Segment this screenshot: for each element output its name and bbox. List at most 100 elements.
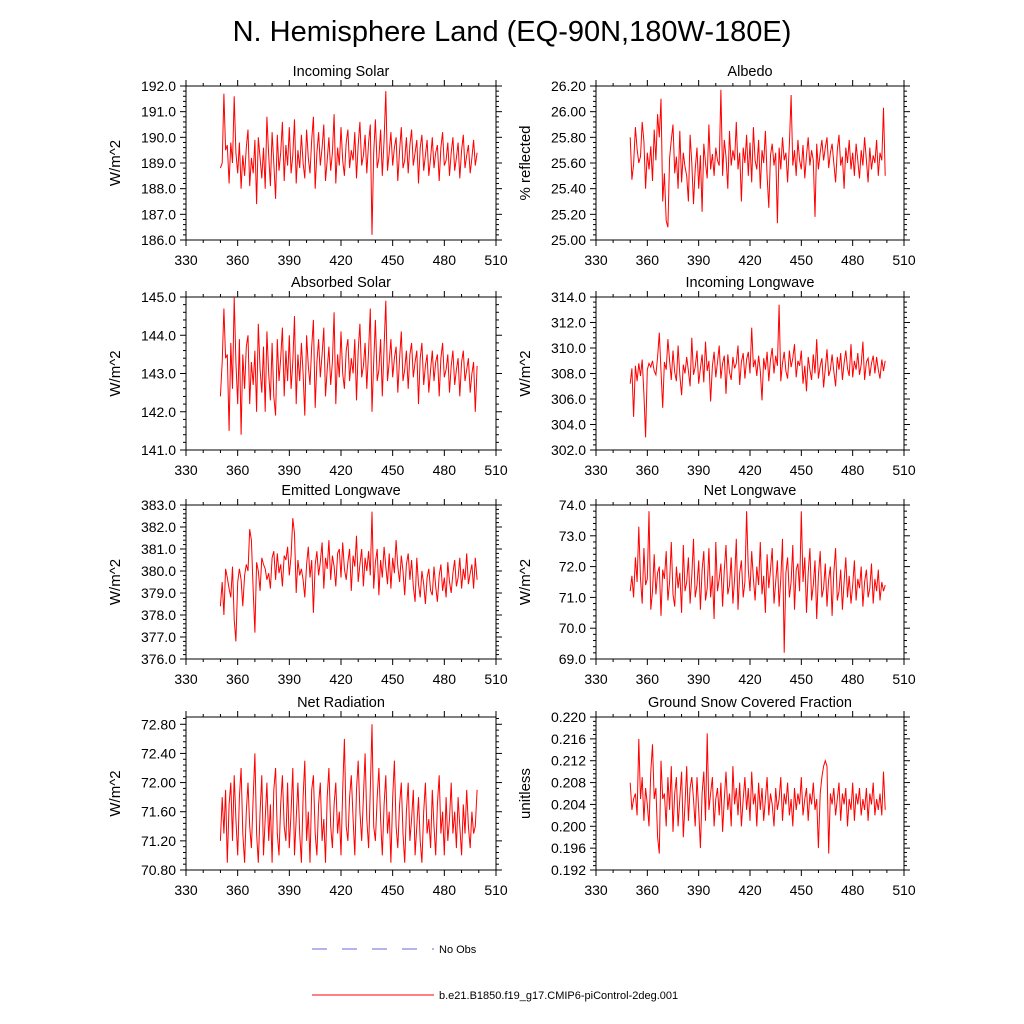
y-tick-label: 72.00 bbox=[141, 775, 176, 791]
y-tick-label: 0.208 bbox=[551, 775, 586, 791]
y-tick-label: 187.0 bbox=[141, 206, 176, 222]
x-tick-label: 360 bbox=[226, 252, 250, 268]
x-tick-label: 450 bbox=[381, 252, 405, 268]
y-tick-label: 141.0 bbox=[141, 442, 176, 458]
panel-title: Net Longwave bbox=[704, 483, 797, 499]
y-tick-label: 26.00 bbox=[551, 104, 586, 120]
y-tick-label: 192.0 bbox=[141, 78, 176, 94]
y-axis-label: W/m^2 bbox=[107, 770, 124, 816]
panel-title: Absorbed Solar bbox=[291, 275, 391, 291]
x-tick-label: 450 bbox=[381, 882, 405, 898]
x-tick-label: 480 bbox=[841, 462, 865, 478]
panel-albedo: Albedo % reflected 330 360 390 420 450 480 510 25… bbox=[517, 64, 916, 268]
y-tick-label: 70.0 bbox=[559, 620, 586, 636]
y-tick-label: 381.0 bbox=[141, 541, 176, 557]
x-tick-label: 360 bbox=[636, 882, 660, 898]
x-tick-label: 510 bbox=[484, 252, 508, 268]
y-tick-label: 0.204 bbox=[551, 796, 586, 812]
x-tick-label: 360 bbox=[636, 252, 660, 268]
y-tick-label: 0.192 bbox=[551, 862, 586, 878]
x-tick-label: 390 bbox=[687, 671, 711, 687]
series-line bbox=[219, 91, 478, 235]
x-tick-label: 420 bbox=[329, 252, 353, 268]
y-tick-label: 145.0 bbox=[141, 289, 176, 305]
y-tick-label: 190.0 bbox=[141, 129, 176, 145]
x-tick-label: 330 bbox=[584, 882, 608, 898]
panel-grid: Incoming Solar W/m^2 330 360 390 420 450 480 510… bbox=[107, 64, 916, 898]
x-tick-label: 330 bbox=[584, 252, 608, 268]
y-tick-label: 310.0 bbox=[551, 340, 586, 356]
x-tick-label: 480 bbox=[433, 462, 457, 478]
x-tick-label: 330 bbox=[174, 882, 198, 898]
series-line bbox=[219, 511, 478, 642]
x-tick-label: 480 bbox=[841, 882, 865, 898]
y-tick-label: 69.0 bbox=[559, 651, 586, 667]
x-tick-label: 450 bbox=[381, 462, 405, 478]
panel-title: Incoming Solar bbox=[293, 64, 390, 80]
x-tick-label: 420 bbox=[738, 462, 762, 478]
panel-incoming-solar: Incoming Solar W/m^2 330 360 390 420 450 480 510… bbox=[107, 64, 508, 268]
x-tick-label: 390 bbox=[278, 462, 302, 478]
x-tick-label: 510 bbox=[892, 671, 916, 687]
x-tick-label: 420 bbox=[738, 671, 762, 687]
x-tick-label: 330 bbox=[174, 252, 198, 268]
y-tick-label: 72.0 bbox=[559, 559, 586, 575]
y-tick-label: 72.80 bbox=[141, 716, 176, 732]
x-tick-label: 360 bbox=[226, 671, 250, 687]
series-line bbox=[629, 89, 886, 228]
main-title: N. Hemisphere Land (EQ-90N,180W-180E) bbox=[233, 16, 792, 48]
y-tick-label: 377.0 bbox=[141, 629, 176, 645]
y-tick-label: 306.0 bbox=[551, 391, 586, 407]
y-axis-label: W/m^2 bbox=[107, 350, 124, 396]
y-axis-label: W/m^2 bbox=[107, 140, 124, 186]
x-tick-label: 360 bbox=[226, 462, 250, 478]
panel-absorbed-solar: Absorbed Solar W/m^2 330 360 390 420 450 480 510… bbox=[107, 275, 508, 478]
y-tick-label: 25.60 bbox=[551, 155, 586, 171]
series-line bbox=[629, 511, 886, 653]
panel-emitted-longwave: Emitted Longwave W/m^2 330 360 390 420 450 480 5… bbox=[107, 483, 508, 687]
y-tick-label: 25.20 bbox=[551, 206, 586, 222]
y-tick-label: 25.40 bbox=[551, 181, 586, 197]
y-tick-label: 73.0 bbox=[559, 528, 586, 544]
x-tick-label: 510 bbox=[892, 252, 916, 268]
y-tick-label: 26.20 bbox=[551, 78, 586, 94]
y-tick-label: 0.200 bbox=[551, 818, 586, 834]
panel-net-radiation: Net Radiation W/m^2 330 360 390 420 450 480 510 7… bbox=[107, 695, 508, 898]
y-tick-label: 312.0 bbox=[551, 315, 586, 331]
y-tick-label: 74.0 bbox=[559, 497, 586, 513]
x-tick-label: 450 bbox=[381, 671, 405, 687]
panel-title: Ground Snow Covered Fraction bbox=[648, 695, 852, 711]
x-tick-label: 480 bbox=[433, 252, 457, 268]
y-tick-label: 188.0 bbox=[141, 181, 176, 197]
y-tick-label: 0.212 bbox=[551, 753, 586, 769]
y-axis-label: W/m^2 bbox=[107, 559, 124, 605]
y-tick-label: 308.0 bbox=[551, 366, 586, 382]
x-tick-label: 480 bbox=[433, 671, 457, 687]
x-tick-label: 360 bbox=[226, 882, 250, 898]
legend: No Obs b.e21.B1850.f19_g17.CMIP6-piContr… bbox=[312, 944, 678, 1002]
panel-title: Incoming Longwave bbox=[686, 275, 815, 291]
y-tick-label: 142.0 bbox=[141, 404, 176, 420]
y-axis-label: unitless bbox=[517, 768, 534, 819]
x-tick-label: 390 bbox=[687, 252, 711, 268]
x-tick-label: 510 bbox=[484, 671, 508, 687]
y-tick-label: 25.00 bbox=[551, 232, 586, 248]
y-tick-label: 144.0 bbox=[141, 327, 176, 343]
x-tick-label: 390 bbox=[278, 252, 302, 268]
y-tick-label: 0.196 bbox=[551, 840, 586, 856]
y-tick-label: 376.0 bbox=[141, 651, 176, 667]
series-line bbox=[219, 724, 478, 863]
x-tick-label: 420 bbox=[329, 882, 353, 898]
x-tick-label: 390 bbox=[687, 882, 711, 898]
x-tick-label: 450 bbox=[790, 671, 814, 687]
y-tick-label: 378.0 bbox=[141, 607, 176, 623]
x-tick-label: 510 bbox=[892, 462, 916, 478]
y-tick-label: 302.0 bbox=[551, 442, 586, 458]
x-tick-label: 510 bbox=[892, 882, 916, 898]
x-tick-label: 330 bbox=[584, 671, 608, 687]
x-tick-label: 330 bbox=[174, 462, 198, 478]
x-tick-label: 360 bbox=[636, 462, 660, 478]
y-tick-label: 191.0 bbox=[141, 104, 176, 120]
x-tick-label: 420 bbox=[738, 252, 762, 268]
x-tick-label: 420 bbox=[329, 671, 353, 687]
